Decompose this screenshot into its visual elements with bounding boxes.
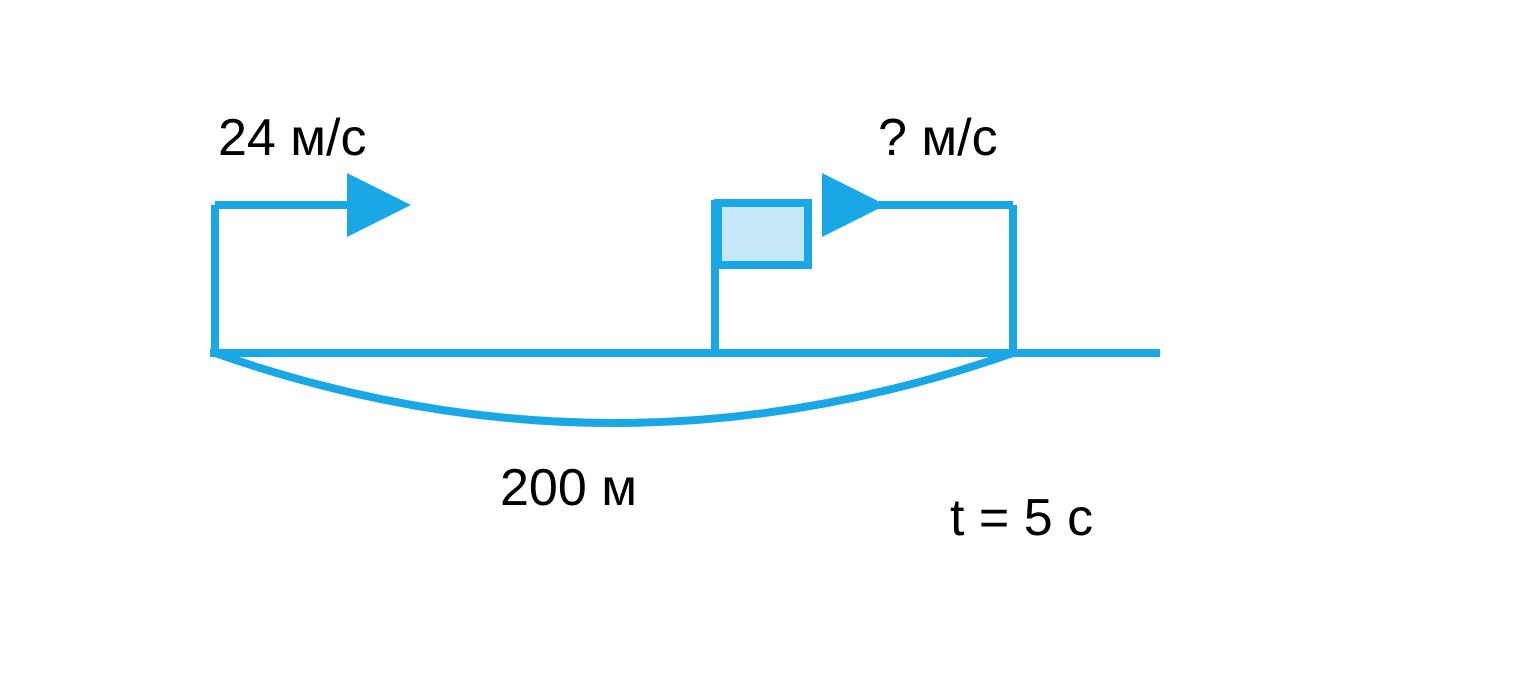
time-label: t = 5 c	[950, 489, 1093, 547]
distance-label: 200 м	[500, 459, 637, 517]
physics-diagram: 24 м/с ? м/с 200 м t = 5 c	[0, 0, 1536, 684]
right-velocity-label: ? м/с	[878, 109, 998, 167]
distance-arc	[215, 353, 1013, 423]
left-velocity-label: 24 м/с	[218, 109, 366, 167]
flag-icon	[718, 203, 808, 265]
